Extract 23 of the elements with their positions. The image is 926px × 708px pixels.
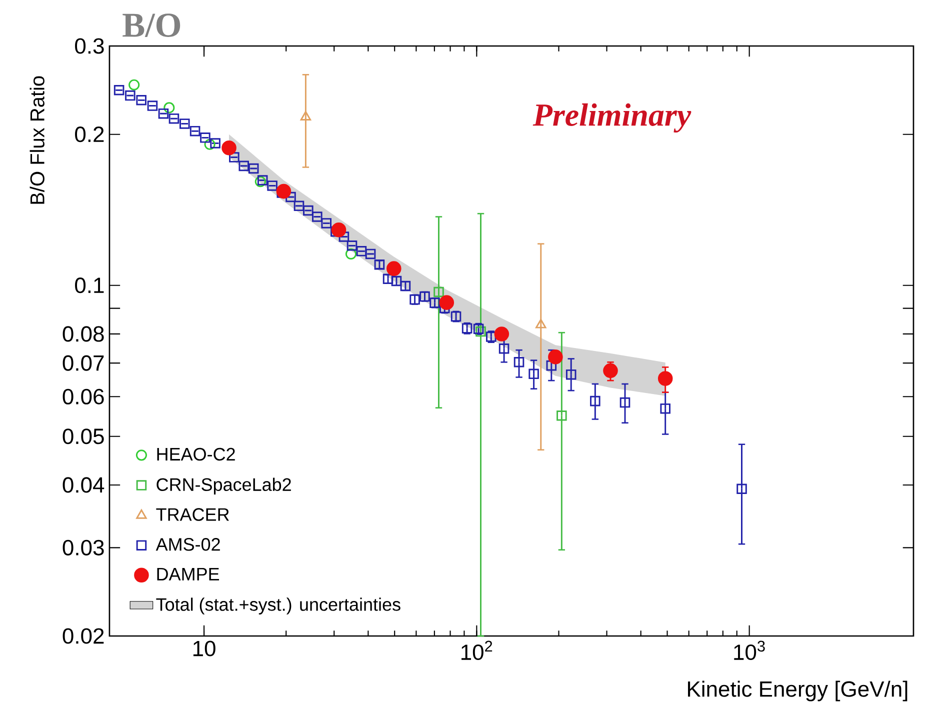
legend-label: TRACER	[156, 508, 229, 521]
y-tick-label: 0.06	[62, 388, 104, 404]
y-tick-label: 0.07	[62, 355, 104, 371]
y-tick-label: 0.02	[62, 628, 104, 644]
legend-label: AMS-02	[156, 538, 220, 551]
annotation: Preliminary	[532, 103, 692, 133]
legend-label: DAMPE	[157, 568, 220, 580]
chart-title: B/O	[122, 14, 180, 37]
y-tick-label: 0.3	[75, 38, 104, 54]
legend-label: HEAO-C2	[157, 448, 235, 461]
y-tick-label: 0.05	[62, 428, 104, 444]
y-tick-label: 0.08	[62, 326, 104, 342]
y-tick-label: 0.04	[62, 477, 104, 493]
x-tick-label: 10	[193, 640, 216, 656]
x-tick-label: 10$^{3}$	[734, 640, 765, 660]
y-tick-label: 0.2	[75, 126, 104, 142]
y-tick-label: 0.03	[62, 540, 104, 556]
x-tick-label: 10$^{2}$	[461, 640, 492, 660]
y-tick-label: 0.1	[75, 278, 104, 294]
y-axis-title: B/O Flux Ratio	[30, 76, 44, 204]
legend-label: CRN-SpaceLab2	[156, 478, 291, 495]
x-axis-title: Kinetic Energy [GeV/n]	[688, 680, 908, 702]
legend-label: Total (stat.+syst.) uncertainties	[156, 598, 400, 614]
